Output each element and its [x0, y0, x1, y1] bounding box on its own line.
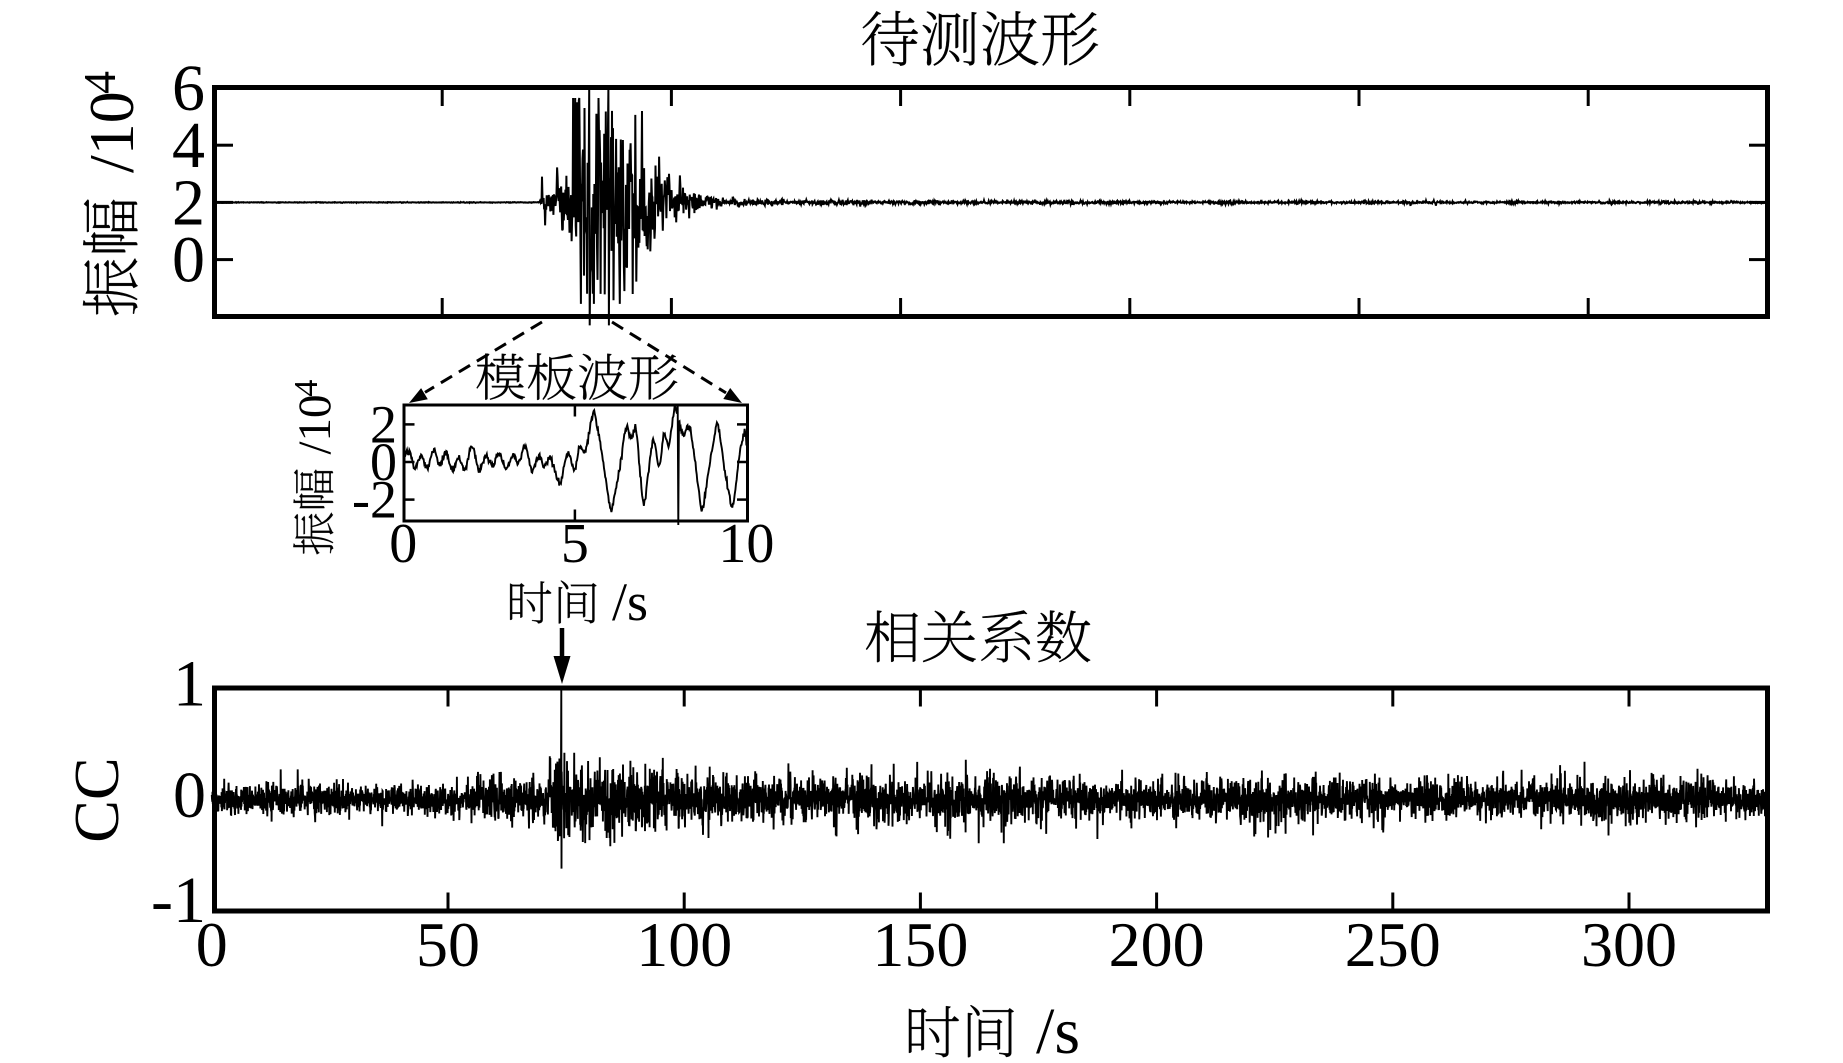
svg-text:2: 2 — [370, 394, 397, 454]
svg-text:250: 250 — [1345, 909, 1441, 980]
svg-text:0: 0 — [389, 513, 417, 575]
svg-text:300: 300 — [1581, 909, 1677, 980]
svg-text:/10: /10 — [289, 394, 341, 454]
svg-text:CC: CC — [61, 757, 132, 842]
svg-text:4: 4 — [288, 380, 325, 397]
svg-text:0: 0 — [173, 759, 206, 832]
svg-text:1: 1 — [173, 648, 206, 721]
svg-text:4: 4 — [74, 71, 125, 94]
svg-text:150: 150 — [872, 909, 968, 980]
svg-text:/s: /s — [612, 572, 648, 632]
svg-text:4: 4 — [172, 109, 205, 182]
svg-text:/10: /10 — [76, 91, 147, 173]
svg-text:0: 0 — [196, 909, 228, 980]
svg-text:200: 200 — [1109, 909, 1205, 980]
svg-text:0: 0 — [370, 432, 397, 492]
svg-text:/s: /s — [1036, 995, 1080, 1063]
svg-text:2: 2 — [172, 166, 205, 239]
svg-text:6: 6 — [172, 52, 205, 125]
svg-text:10: 10 — [718, 513, 774, 575]
svg-text:50: 50 — [416, 909, 480, 980]
svg-text:5: 5 — [561, 513, 589, 575]
svg-text:0: 0 — [172, 224, 205, 297]
svg-text:-2: -2 — [352, 470, 397, 530]
svg-text:100: 100 — [636, 909, 732, 980]
svg-text:-1: -1 — [151, 864, 206, 937]
